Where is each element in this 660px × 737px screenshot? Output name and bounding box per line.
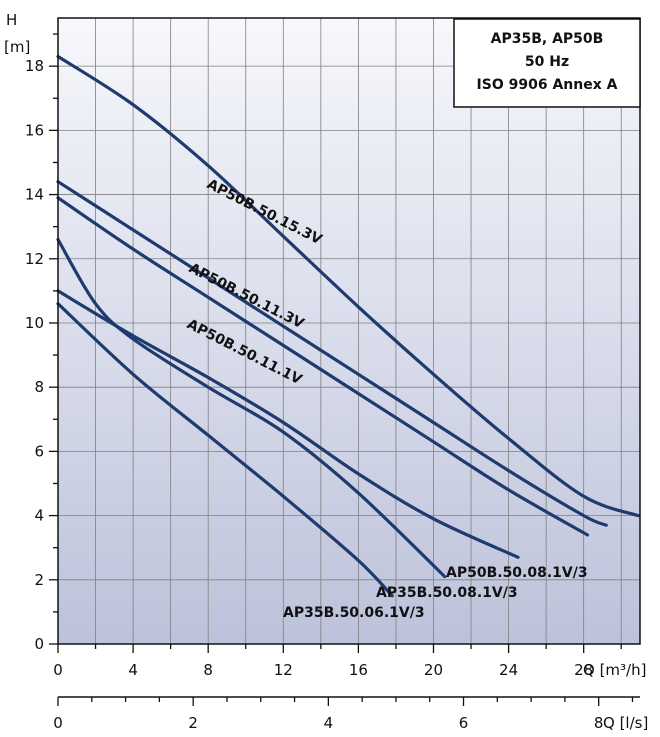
y-tick-label: 2 [34, 571, 44, 589]
y-tick-label: 10 [25, 314, 44, 332]
legend-line-2: 50 Hz [525, 54, 569, 70]
legend-line-1: AP35B, AP50B [491, 31, 604, 47]
x-tick-label: 16 [349, 661, 368, 679]
x2-tick-label: 0 [53, 714, 63, 732]
legend-box: AP35B, AP50B 50 Hz ISO 9906 Annex A [454, 19, 640, 107]
x-tick-label: 24 [499, 661, 518, 679]
y-tick-label: 12 [25, 250, 44, 268]
x2-axis-title: Q [l/s] [603, 714, 648, 732]
y-axis-title: H [6, 11, 17, 29]
x-axis: 0 4 8 12 16 20 24 28 [53, 644, 621, 679]
y-axis-unit: [m] [4, 38, 30, 56]
y-tick-label: 0 [34, 635, 44, 653]
y-tick-label: 8 [34, 378, 44, 396]
curve-label-50-08-1v3: AP50B.50.08.1V/3 [446, 565, 588, 581]
y-tick-label: 18 [25, 57, 44, 75]
x-tick-label: 20 [424, 661, 443, 679]
x2-tick-label: 4 [324, 714, 334, 732]
x-tick-label: 4 [128, 661, 138, 679]
y-tick-label: 14 [25, 186, 44, 204]
y-axis: 0 2 4 6 8 10 12 14 16 18 [25, 34, 58, 653]
y-tick-label: 4 [34, 507, 44, 525]
x-tick-label: 8 [203, 661, 213, 679]
x-axis-title: Q [m³/h] [583, 661, 646, 679]
curve-label-35-06-1v3: AP35B.50.06.1V/3 [283, 605, 425, 621]
legend-line-3: ISO 9906 Annex A [477, 77, 618, 93]
x-tick-label: 12 [274, 661, 293, 679]
x2-tick-label: 6 [459, 714, 469, 732]
y-tick-label: 16 [25, 121, 44, 139]
y-tick-label: 6 [34, 442, 44, 460]
x-tick-label: 0 [53, 661, 63, 679]
curve-label-35-08-1v3: AP35B.50.08.1V/3 [376, 585, 518, 601]
x2-tick-label: 2 [188, 714, 198, 732]
